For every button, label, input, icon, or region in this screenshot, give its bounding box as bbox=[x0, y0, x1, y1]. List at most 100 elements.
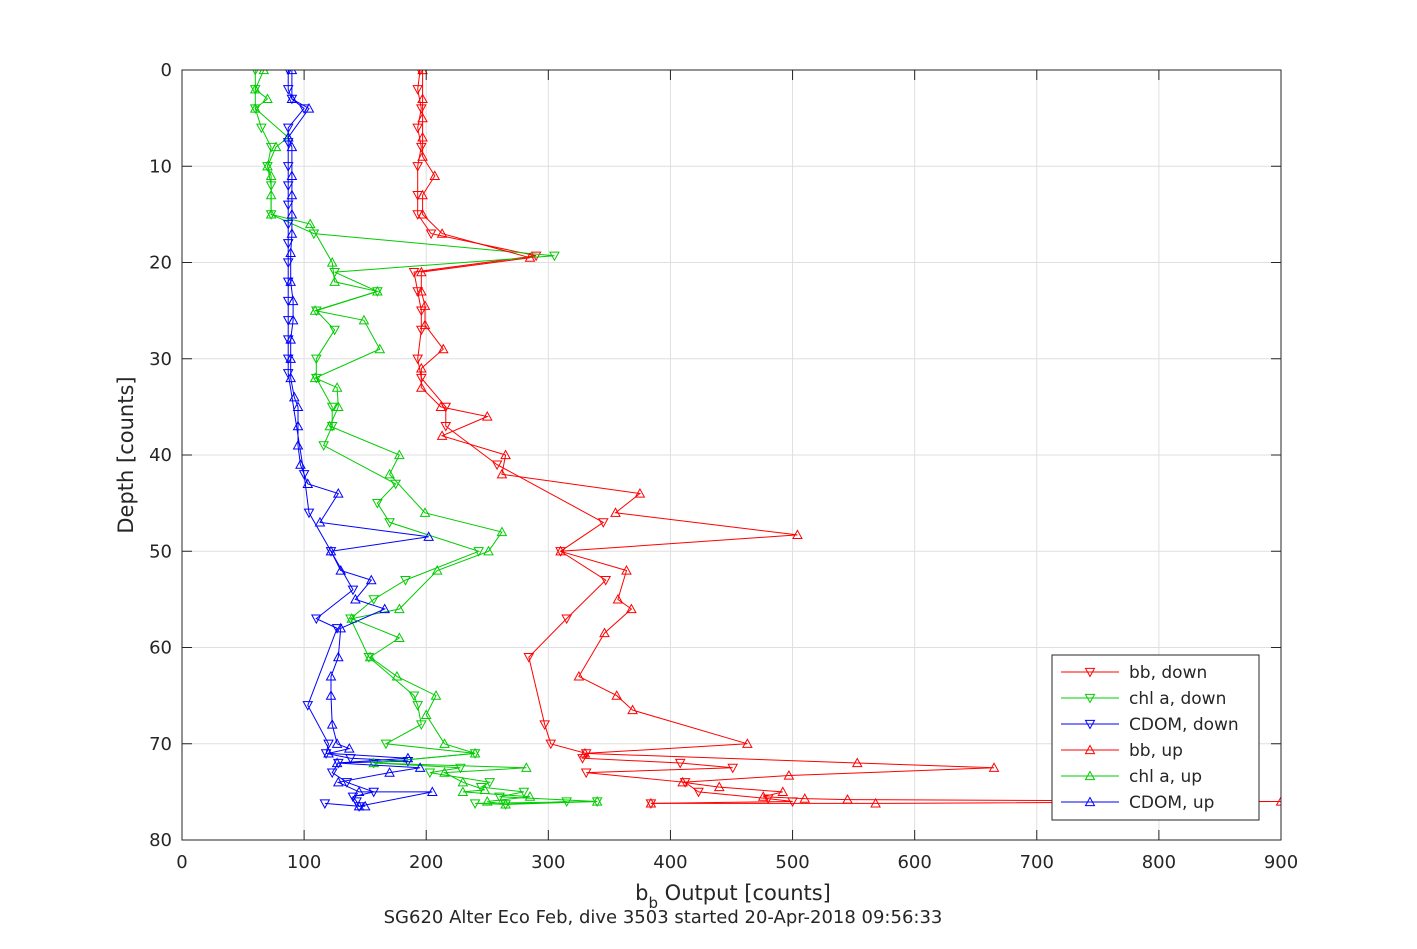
data-point bbox=[384, 518, 395, 528]
data-point bbox=[621, 564, 632, 575]
data-point bbox=[391, 670, 403, 681]
legend-marker bbox=[1084, 796, 1096, 807]
legend-marker bbox=[1084, 744, 1096, 755]
data-point bbox=[402, 752, 414, 763]
data-point bbox=[286, 170, 298, 180]
data-point bbox=[473, 547, 485, 557]
data-point bbox=[414, 762, 426, 772]
x-axis-label-rest: Output [counts] bbox=[658, 881, 831, 905]
data-point bbox=[314, 516, 326, 527]
data-point bbox=[419, 507, 431, 517]
data-point bbox=[286, 93, 298, 103]
y-tick-label: 10 bbox=[149, 156, 172, 177]
legend-box bbox=[1051, 654, 1260, 821]
data-point bbox=[282, 131, 294, 142]
x-tick-label: 300 bbox=[531, 852, 565, 873]
data-point bbox=[988, 762, 1000, 772]
data-point bbox=[580, 768, 592, 779]
data-point bbox=[282, 85, 294, 95]
ticks: 0 100 200 300 400 500 600 700 800 900 0 10 20 30 40 50 6… bbox=[149, 60, 1298, 873]
data-point bbox=[429, 170, 441, 180]
data-point bbox=[323, 747, 334, 758]
data-point bbox=[332, 401, 344, 411]
data-point bbox=[626, 603, 637, 614]
data-point bbox=[610, 507, 621, 517]
legend-label: chl a, down bbox=[1129, 689, 1226, 709]
data-point bbox=[425, 229, 437, 240]
legend-marker bbox=[1084, 770, 1096, 781]
data-point bbox=[400, 576, 411, 586]
data-point bbox=[341, 778, 353, 788]
y-tick-label: 0 bbox=[161, 60, 172, 81]
data-point bbox=[265, 170, 277, 180]
data-point bbox=[412, 701, 424, 711]
data-point bbox=[436, 430, 448, 440]
data-point bbox=[304, 218, 316, 229]
data-point bbox=[419, 300, 431, 310]
data-point bbox=[265, 208, 277, 219]
data-point bbox=[319, 799, 331, 809]
data-point bbox=[329, 325, 340, 336]
data-point bbox=[693, 787, 704, 798]
data-point bbox=[579, 747, 591, 758]
data-point bbox=[500, 798, 511, 809]
legend-label: bb, down bbox=[1129, 663, 1207, 683]
data-point bbox=[303, 508, 315, 519]
data-point bbox=[842, 794, 853, 804]
data-point bbox=[287, 314, 299, 325]
data-point bbox=[573, 670, 585, 681]
data-point bbox=[282, 219, 294, 230]
data-point bbox=[282, 239, 294, 249]
x-axis-label-subscript: b bbox=[648, 894, 658, 912]
data-point bbox=[325, 690, 337, 700]
data-point bbox=[329, 276, 340, 286]
data-point bbox=[417, 93, 428, 103]
data-point bbox=[318, 441, 329, 451]
data-point bbox=[325, 670, 337, 681]
y-tick-label: 30 bbox=[149, 349, 172, 370]
data-point bbox=[494, 792, 505, 803]
data-point bbox=[326, 718, 338, 729]
legend-entries: bb, down chl a, down CDOM, down bb, up chl a… bbox=[1061, 663, 1239, 813]
data-point bbox=[611, 690, 623, 700]
data-point bbox=[372, 499, 383, 509]
data-point bbox=[287, 295, 299, 306]
x-axis-label: bb Output [counts] bbox=[635, 881, 831, 912]
data-point bbox=[249, 83, 261, 94]
data-point bbox=[417, 131, 428, 142]
y-tick-label: 80 bbox=[149, 830, 172, 851]
data-point bbox=[431, 564, 443, 575]
data-point bbox=[415, 720, 427, 731]
data-point bbox=[851, 757, 863, 768]
x-axis-label-base: b bbox=[635, 881, 648, 905]
legend-label: CDOM, down bbox=[1129, 715, 1239, 735]
data-point bbox=[496, 468, 508, 479]
x-tick-label: 600 bbox=[897, 852, 931, 873]
data-point bbox=[799, 793, 811, 803]
data-point bbox=[1275, 795, 1281, 806]
data-point bbox=[783, 769, 795, 780]
data-point bbox=[612, 593, 624, 604]
data-point bbox=[483, 545, 494, 556]
data-point bbox=[481, 795, 493, 806]
data-point bbox=[332, 651, 344, 662]
data-point bbox=[430, 690, 442, 700]
legend: bb, down chl a, down CDOM, down bb, up chl a… bbox=[1051, 654, 1260, 821]
data-point bbox=[394, 449, 405, 460]
data-point bbox=[500, 449, 511, 460]
data-point bbox=[627, 704, 638, 715]
data-point bbox=[282, 162, 294, 172]
data-point bbox=[325, 545, 337, 556]
data-point bbox=[469, 799, 481, 809]
data-point bbox=[256, 123, 267, 134]
data-point bbox=[491, 460, 503, 471]
data-point bbox=[457, 786, 469, 796]
data-point bbox=[645, 797, 657, 808]
data-point bbox=[343, 743, 355, 753]
data-point bbox=[599, 627, 610, 638]
data-point bbox=[323, 739, 334, 750]
data-point bbox=[326, 768, 338, 779]
data-point bbox=[329, 268, 340, 278]
data-point bbox=[412, 85, 424, 95]
